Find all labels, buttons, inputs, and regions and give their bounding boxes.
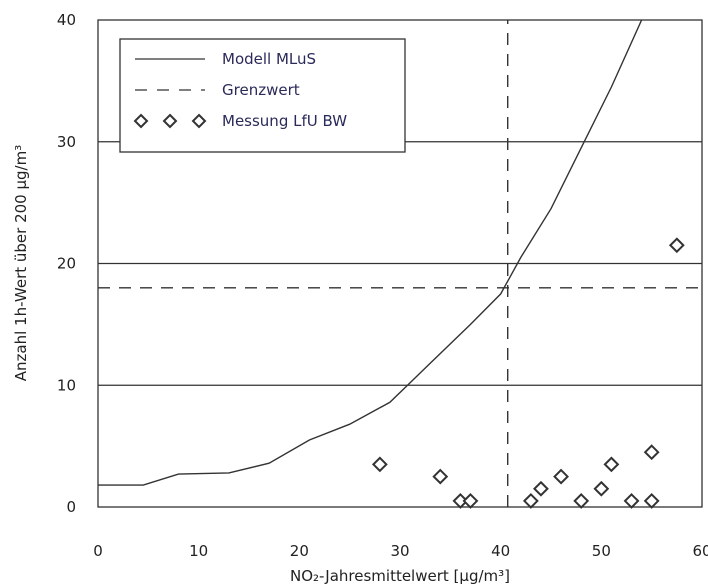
x-tick-label-6: 60	[692, 542, 708, 560]
data-point-13	[668, 237, 685, 254]
legend-marker-3	[191, 113, 207, 129]
y-tick-label-2: 20	[57, 255, 76, 273]
x-tick-label-2: 20	[290, 542, 309, 560]
x-tick-label-0: 0	[93, 542, 103, 560]
plot-frame	[97, 19, 703, 508]
model-line	[98, 20, 643, 486]
measurement-markers	[371, 237, 685, 509]
data-point-6	[553, 468, 569, 485]
x-tick-label-3: 30	[390, 542, 409, 560]
y-tick-label-1: 10	[57, 376, 76, 394]
legend-label-model: Modell MLuS	[222, 50, 316, 68]
x-axis-label: NO₂-Jahresmittelwert [µg/m³]	[290, 567, 510, 585]
y-axis-ticks: 0 10 20 30 40	[57, 11, 76, 516]
legend-label-measurement: Messung LfU BW	[222, 112, 347, 130]
legend-box	[119, 38, 406, 153]
data-point-9	[603, 456, 620, 473]
data-point-0	[371, 456, 388, 473]
legend: Modell MLuS Grenzwert Messung LfU BW	[119, 38, 406, 153]
y-tick-label-3: 30	[57, 133, 76, 151]
legend-marker-2	[162, 113, 178, 129]
x-tick-label-4: 40	[491, 542, 510, 560]
threshold-lines	[98, 20, 702, 507]
y-axis-label: Anzahl 1h-Wert über 200 µg/m³	[12, 145, 30, 381]
legend-label-limit: Grenzwert	[222, 81, 300, 99]
x-axis-ticks: 0 10 20 30 40 50 60	[93, 542, 708, 560]
data-point-1	[432, 468, 449, 485]
y-tick-label-4: 40	[57, 11, 76, 29]
x-tick-label-1: 10	[189, 542, 208, 560]
data-point-12	[643, 444, 660, 461]
x-tick-label-5: 50	[592, 542, 611, 560]
data-point-8	[593, 480, 610, 497]
data-point-5	[533, 480, 549, 497]
model-line-layer	[98, 20, 643, 486]
legend-marker-1	[133, 113, 149, 129]
y-tick-label-0: 0	[66, 498, 76, 516]
